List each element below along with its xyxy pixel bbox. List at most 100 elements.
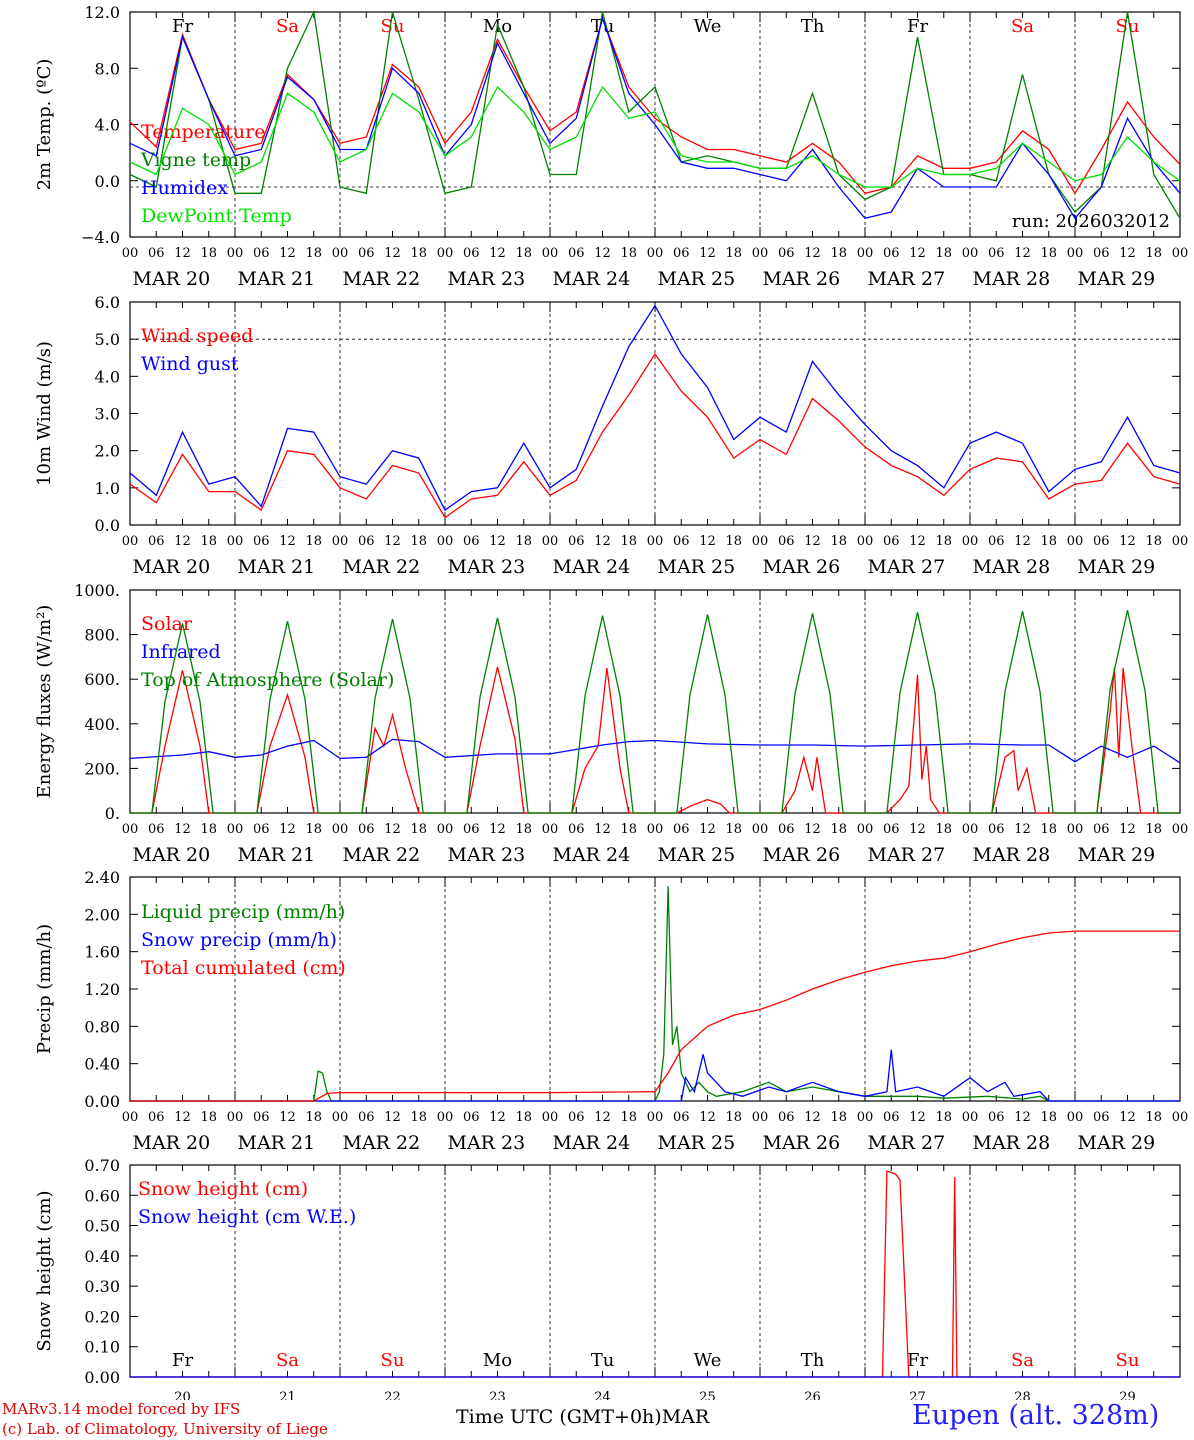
x-hour-label: 00 xyxy=(962,246,979,261)
x-hour-label: 12 xyxy=(1014,1110,1031,1125)
x-hour-label: 12 xyxy=(174,534,191,549)
x-hour-label: 00 xyxy=(227,1110,244,1125)
lab-credit: (c) Lab. of Climatology, University of L… xyxy=(2,1420,328,1438)
y-axis-label: 2m Temp. (ºC) xyxy=(34,59,55,191)
day-name: We xyxy=(694,16,722,37)
x-hour-label: 18 xyxy=(515,534,532,549)
x-hour-label: 06 xyxy=(568,534,585,549)
x-day-number: 20 xyxy=(174,1390,191,1400)
day-name: Su xyxy=(1116,16,1140,37)
x-day-label: MAR 24 xyxy=(553,1132,631,1154)
x-hour-label: 06 xyxy=(673,246,690,261)
x-hour-label: 06 xyxy=(673,534,690,549)
x-hour-label: 18 xyxy=(410,822,427,837)
series-line xyxy=(130,1170,1180,1378)
legend-entry: Snow precip (mm/h) xyxy=(141,929,337,951)
y-axis-label: Precip (mm/h) xyxy=(34,924,55,1054)
x-day-label: MAR 29 xyxy=(1078,556,1156,578)
legend-entry: Humidex xyxy=(141,177,228,199)
x-hour-label: 18 xyxy=(725,534,742,549)
x-hour-label: 18 xyxy=(935,246,952,261)
x-hour-label: 06 xyxy=(358,1110,375,1125)
x-hour-label: 18 xyxy=(410,246,427,261)
x-hour-label: 12 xyxy=(909,246,926,261)
legend-entry: Vigne temp xyxy=(140,149,251,171)
x-hour-label: 00 xyxy=(647,1110,664,1125)
series-line xyxy=(129,85,1181,188)
x-day-label: MAR 28 xyxy=(973,844,1051,866)
x-hour-label: 06 xyxy=(988,534,1005,549)
y-tick-label: 4.0 xyxy=(95,116,120,135)
x-day-label: MAR 27 xyxy=(868,844,946,866)
x-hour-label: 12 xyxy=(909,534,926,549)
x-hour-label: 06 xyxy=(358,822,375,837)
legend-entry: Wind speed xyxy=(141,325,253,347)
x-hour-label: 00 xyxy=(332,246,349,261)
meteogram: 12.0 8.0 4.0 0.0 −4.0 2m Temp. (ºC) 00 06 12 18 00… xyxy=(34,3,1189,1400)
y-tick-label: 0.40 xyxy=(84,1247,120,1266)
x-hour-label: 18 xyxy=(620,534,637,549)
x-hour-label: 18 xyxy=(200,822,217,837)
y-tick-label: 800. xyxy=(84,626,120,645)
series-line xyxy=(130,609,1180,814)
x-hour-label: 12 xyxy=(1119,822,1136,837)
x-hour-label: 18 xyxy=(515,246,532,261)
x-day-label: MAR 28 xyxy=(973,268,1051,290)
x-hour-label: 18 xyxy=(725,1110,742,1125)
x-hour-label: 00 xyxy=(1172,1110,1189,1125)
x-hour-label: 06 xyxy=(673,822,690,837)
x-hour-label: 12 xyxy=(1119,246,1136,261)
x-day-label: MAR 20 xyxy=(133,268,211,290)
x-hour-label: 12 xyxy=(594,246,611,261)
x-day-label: MAR 23 xyxy=(448,1132,526,1154)
x-day-label: MAR 25 xyxy=(658,556,736,578)
x-hour-label: 00 xyxy=(227,246,244,261)
x-hour-label: 12 xyxy=(699,822,716,837)
x-hour-label: 18 xyxy=(725,822,742,837)
x-hour-label: 00 xyxy=(122,1110,139,1125)
series-line xyxy=(129,738,1181,764)
x-hour-label: 12 xyxy=(1014,822,1031,837)
x-hour-label: 18 xyxy=(200,246,217,261)
y-tick-label: 3.0 xyxy=(95,405,120,424)
x-hour-label: 18 xyxy=(935,822,952,837)
x-hour-label: 06 xyxy=(463,534,480,549)
x-hour-label: 00 xyxy=(1172,822,1189,837)
x-hour-label: 18 xyxy=(200,1110,217,1125)
x-hour-label: 00 xyxy=(1067,822,1084,837)
x-day-label: MAR 26 xyxy=(763,844,841,866)
x-hour-label: 00 xyxy=(647,246,664,261)
series-line xyxy=(129,304,1181,512)
series-line xyxy=(129,352,1181,519)
x-day-label: MAR 21 xyxy=(238,556,316,578)
series-line xyxy=(129,16,1181,220)
x-day-label: MAR 28 xyxy=(973,556,1051,578)
x-hour-label: 18 xyxy=(620,246,637,261)
x-hour-label: 00 xyxy=(437,822,454,837)
x-hour-label: 06 xyxy=(148,246,165,261)
x-hour-label: 06 xyxy=(1093,822,1110,837)
x-day-number: 29 xyxy=(1119,1390,1136,1400)
x-day-label: MAR 20 xyxy=(133,556,211,578)
legend-entry: Total cumulated (cm) xyxy=(141,957,346,979)
x-hour-label: 12 xyxy=(384,1110,401,1125)
x-hour-label: 06 xyxy=(253,534,270,549)
x-hour-label: 06 xyxy=(253,1110,270,1125)
legend-entry: DewPoint Temp xyxy=(141,205,292,227)
day-name: Su xyxy=(381,16,405,37)
x-hour-label: 12 xyxy=(1014,246,1031,261)
y-tick-label: −4.0 xyxy=(81,228,120,247)
y-tick-label: 1.20 xyxy=(84,980,120,999)
x-hour-label: 12 xyxy=(384,822,401,837)
y-tick-label: 0.00 xyxy=(84,1092,120,1111)
x-day-label: MAR 28 xyxy=(973,1132,1051,1154)
series-line xyxy=(130,1049,1180,1102)
x-hour-label: 00 xyxy=(962,534,979,549)
x-day-number: 24 xyxy=(594,1390,611,1400)
x-hour-label: 12 xyxy=(699,1110,716,1125)
x-hour-label: 18 xyxy=(305,246,322,261)
y-tick-label: 0.00 xyxy=(84,1368,120,1387)
legend-entry: Snow height (cm W.E.) xyxy=(138,1206,356,1228)
x-hour-label: 06 xyxy=(148,534,165,549)
y-axis-label: 10m Wind (m/s) xyxy=(34,341,55,486)
